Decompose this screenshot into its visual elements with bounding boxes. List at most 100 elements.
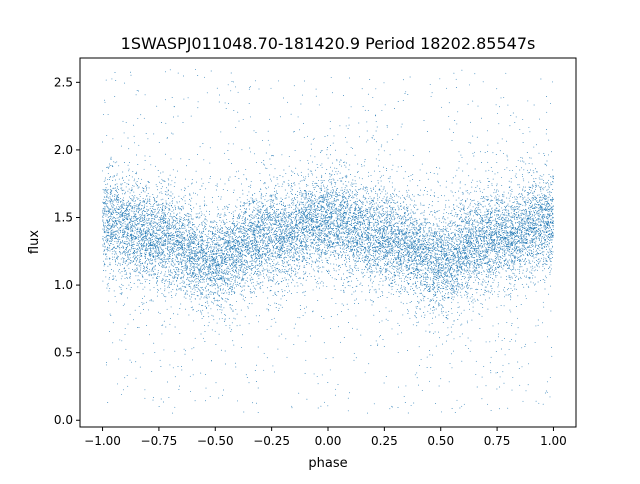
- data-point: [515, 288, 517, 290]
- data-point: [505, 208, 507, 210]
- data-point: [539, 231, 541, 233]
- data-point: [110, 211, 112, 213]
- data-point: [160, 288, 162, 290]
- data-point: [545, 263, 547, 265]
- data-point: [440, 240, 441, 242]
- data-point: [174, 406, 176, 408]
- data-point: [503, 196, 505, 198]
- data-point: [547, 202, 549, 204]
- data-point: [141, 239, 142, 240]
- data-point: [457, 289, 459, 291]
- data-point: [436, 224, 438, 226]
- data-point: [203, 264, 205, 266]
- data-point: [468, 223, 470, 225]
- data-point: [448, 199, 450, 201]
- data-point: [191, 267, 193, 269]
- data-point: [163, 243, 165, 245]
- data-point: [492, 271, 494, 273]
- data-point: [225, 246, 227, 248]
- data-point: [425, 285, 427, 287]
- data-point: [447, 217, 449, 219]
- data-point: [363, 211, 365, 213]
- data-point: [285, 235, 287, 237]
- data-point: [372, 239, 374, 241]
- data-point: [204, 217, 206, 219]
- data-point: [467, 192, 469, 194]
- data-point: [391, 207, 393, 209]
- data-point: [454, 232, 456, 234]
- data-point: [464, 250, 466, 251]
- data-point: [481, 221, 483, 223]
- data-point: [151, 241, 153, 243]
- data-point: [488, 233, 489, 235]
- data-point: [133, 238, 135, 240]
- data-point: [442, 311, 444, 313]
- data-point: [179, 282, 181, 284]
- data-point: [347, 243, 349, 245]
- data-point: [436, 240, 438, 242]
- data-point: [128, 239, 130, 241]
- data-point: [473, 243, 475, 245]
- data-point: [354, 303, 355, 305]
- data-point: [297, 200, 299, 202]
- data-point: [169, 233, 170, 235]
- data-point: [549, 239, 551, 241]
- data-point: [207, 302, 209, 304]
- data-point: [226, 241, 227, 243]
- data-point: [378, 230, 380, 231]
- data-point: [490, 228, 491, 230]
- data-point: [228, 159, 230, 160]
- data-point: [247, 250, 249, 252]
- data-point: [154, 210, 156, 212]
- data-point: [266, 223, 268, 225]
- data-point: [161, 333, 163, 335]
- data-point: [522, 243, 524, 245]
- data-point: [492, 244, 494, 245]
- data-point: [257, 225, 259, 227]
- data-point: [249, 116, 251, 118]
- data-point: [406, 253, 408, 254]
- data-point: [109, 258, 110, 260]
- data-point: [361, 221, 363, 223]
- data-point: [282, 218, 284, 220]
- data-point: [279, 203, 281, 205]
- data-point: [225, 231, 227, 233]
- data-point: [351, 223, 352, 225]
- data-point: [525, 249, 527, 251]
- data-point: [468, 237, 470, 239]
- data-point: [365, 299, 367, 301]
- data-point: [133, 135, 135, 137]
- data-point: [221, 230, 223, 232]
- data-point: [476, 233, 478, 235]
- data-point: [263, 212, 265, 214]
- data-point: [546, 208, 548, 210]
- data-point: [142, 219, 143, 221]
- data-point: [504, 260, 506, 262]
- data-point: [127, 190, 129, 192]
- data-point: [441, 284, 443, 286]
- data-point: [477, 236, 479, 238]
- data-point: [361, 165, 363, 167]
- data-point: [398, 269, 400, 271]
- data-point: [316, 248, 318, 250]
- data-point: [135, 225, 137, 226]
- data-point: [114, 296, 116, 298]
- data-point: [161, 243, 163, 245]
- data-point: [194, 263, 196, 265]
- data-point: [366, 234, 368, 236]
- data-point: [424, 226, 426, 228]
- data-point: [302, 215, 304, 217]
- data-point: [439, 263, 441, 265]
- data-point: [394, 253, 396, 255]
- data-point: [509, 259, 510, 261]
- data-point: [516, 317, 518, 319]
- data-point: [410, 301, 412, 303]
- data-point: [144, 295, 145, 297]
- data-point: [362, 201, 364, 203]
- data-point: [488, 254, 490, 256]
- data-point: [392, 164, 394, 166]
- data-point: [307, 253, 308, 255]
- data-point: [348, 240, 350, 242]
- data-point: [173, 228, 175, 230]
- data-point: [234, 278, 236, 280]
